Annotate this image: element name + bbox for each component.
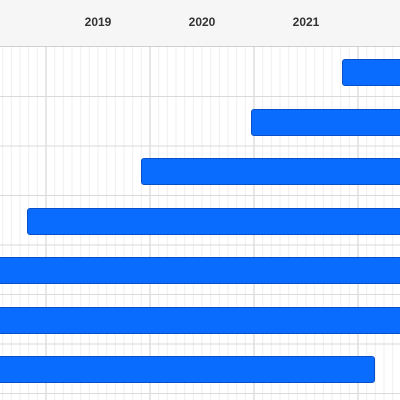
year-label-2020: 2020 [188,15,216,29]
year-label-2021: 2021 [292,15,320,29]
year-label-2018: 8 [0,15,34,29]
task-bar[interactable] [250,108,400,136]
year-label-2019: 2019 [84,15,112,29]
year-label-2022: 2 [370,15,400,29]
task-bar[interactable] [27,207,400,235]
task-bar[interactable] [140,158,400,186]
task-bar[interactable] [0,356,375,384]
task-bar[interactable] [342,59,400,87]
task-bar[interactable] [0,306,400,334]
task-bar[interactable] [0,257,400,285]
timeline-header: 8 2019 2020 2021 2 [0,0,400,47]
